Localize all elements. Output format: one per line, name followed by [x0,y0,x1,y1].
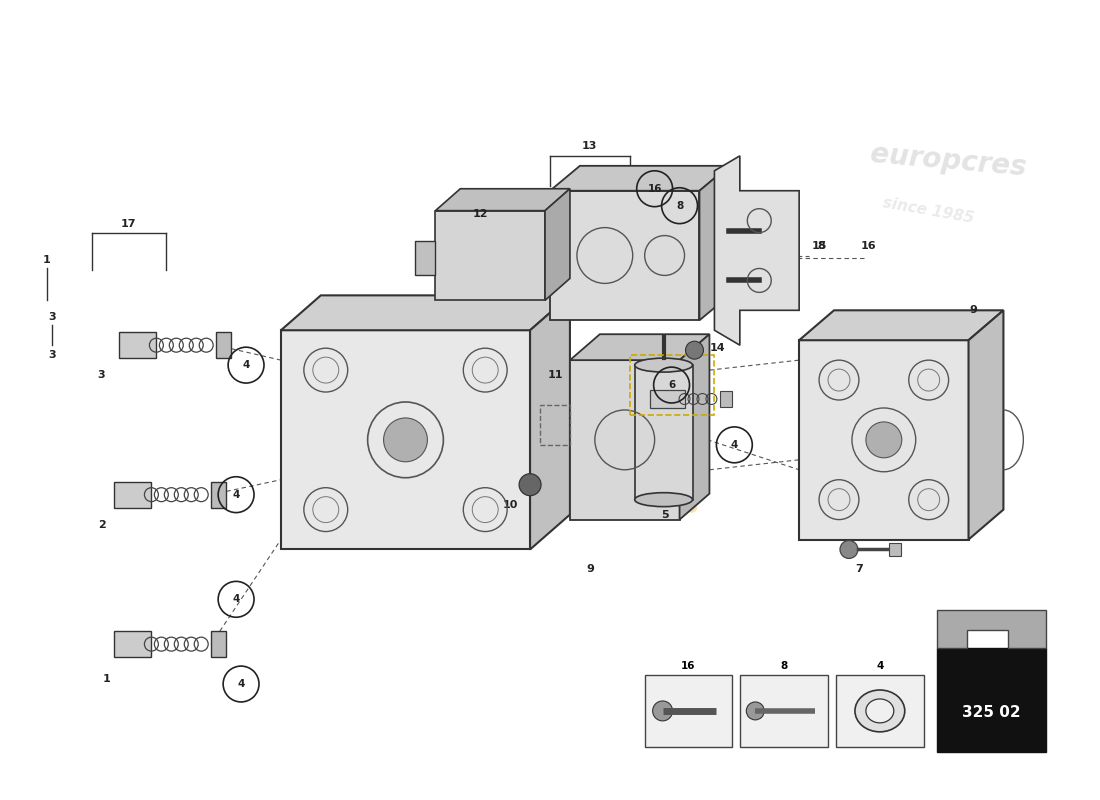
FancyBboxPatch shape [570,360,680,519]
FancyBboxPatch shape [889,542,901,557]
Text: 13: 13 [582,141,597,151]
Ellipse shape [635,493,693,506]
Text: 3: 3 [48,350,55,360]
FancyBboxPatch shape [113,482,152,508]
Polygon shape [799,310,1003,340]
Text: since 1985: since 1985 [882,195,976,226]
Text: 325 02: 325 02 [962,705,1021,720]
FancyBboxPatch shape [550,190,700,320]
Text: 9: 9 [969,306,978,315]
Polygon shape [550,166,729,190]
FancyBboxPatch shape [645,675,733,746]
FancyBboxPatch shape [211,631,227,657]
FancyBboxPatch shape [416,241,436,275]
Text: 1: 1 [43,255,51,266]
Text: 16: 16 [861,241,877,250]
FancyBboxPatch shape [650,390,684,408]
Circle shape [519,474,541,496]
Text: 16: 16 [648,184,662,194]
Polygon shape [714,156,799,345]
Text: 8: 8 [781,661,788,671]
Circle shape [866,422,902,458]
Polygon shape [570,334,710,360]
FancyBboxPatch shape [937,648,1046,752]
Polygon shape [680,334,710,519]
Text: 4: 4 [242,360,250,370]
Polygon shape [544,189,570,300]
Text: 15: 15 [812,241,827,250]
Circle shape [652,701,672,721]
Text: 2: 2 [98,519,106,530]
Ellipse shape [866,699,894,723]
Text: 3: 3 [48,312,55,322]
Text: 6: 6 [668,380,675,390]
FancyBboxPatch shape [113,631,152,657]
Polygon shape [968,310,1003,539]
Text: 8: 8 [817,241,825,250]
FancyBboxPatch shape [635,365,693,500]
Text: 3: 3 [98,370,106,380]
FancyBboxPatch shape [720,391,733,407]
Text: 4: 4 [232,594,240,604]
FancyBboxPatch shape [217,332,231,358]
Ellipse shape [635,358,693,372]
Text: 12: 12 [473,209,488,218]
FancyBboxPatch shape [280,330,530,550]
Polygon shape [700,166,729,320]
Circle shape [685,342,704,359]
Text: 17: 17 [121,218,136,229]
FancyBboxPatch shape [119,332,156,358]
Polygon shape [436,189,570,210]
Text: 8: 8 [675,201,683,210]
Polygon shape [530,295,570,550]
Text: europcres: europcres [869,140,1027,182]
Circle shape [746,702,764,720]
Polygon shape [280,295,570,330]
FancyBboxPatch shape [211,482,227,508]
Text: 10: 10 [503,500,518,510]
FancyBboxPatch shape [740,675,828,746]
Text: a passion for parts since 1985: a passion for parts since 1985 [399,422,701,518]
Text: 11: 11 [547,370,563,380]
Text: 14: 14 [710,343,725,353]
Text: 4: 4 [238,679,245,689]
FancyBboxPatch shape [836,675,924,746]
FancyBboxPatch shape [799,340,968,539]
FancyBboxPatch shape [436,210,544,300]
Text: 1: 1 [102,674,110,684]
Text: 7: 7 [855,565,862,574]
Polygon shape [937,610,1046,648]
Circle shape [840,541,858,558]
Circle shape [384,418,428,462]
Text: 4: 4 [232,490,240,500]
Ellipse shape [855,690,905,732]
Text: 4: 4 [730,440,738,450]
Text: 4: 4 [877,661,883,671]
Text: 9: 9 [586,565,594,574]
Text: 5: 5 [661,510,669,520]
Text: 16: 16 [681,661,696,671]
